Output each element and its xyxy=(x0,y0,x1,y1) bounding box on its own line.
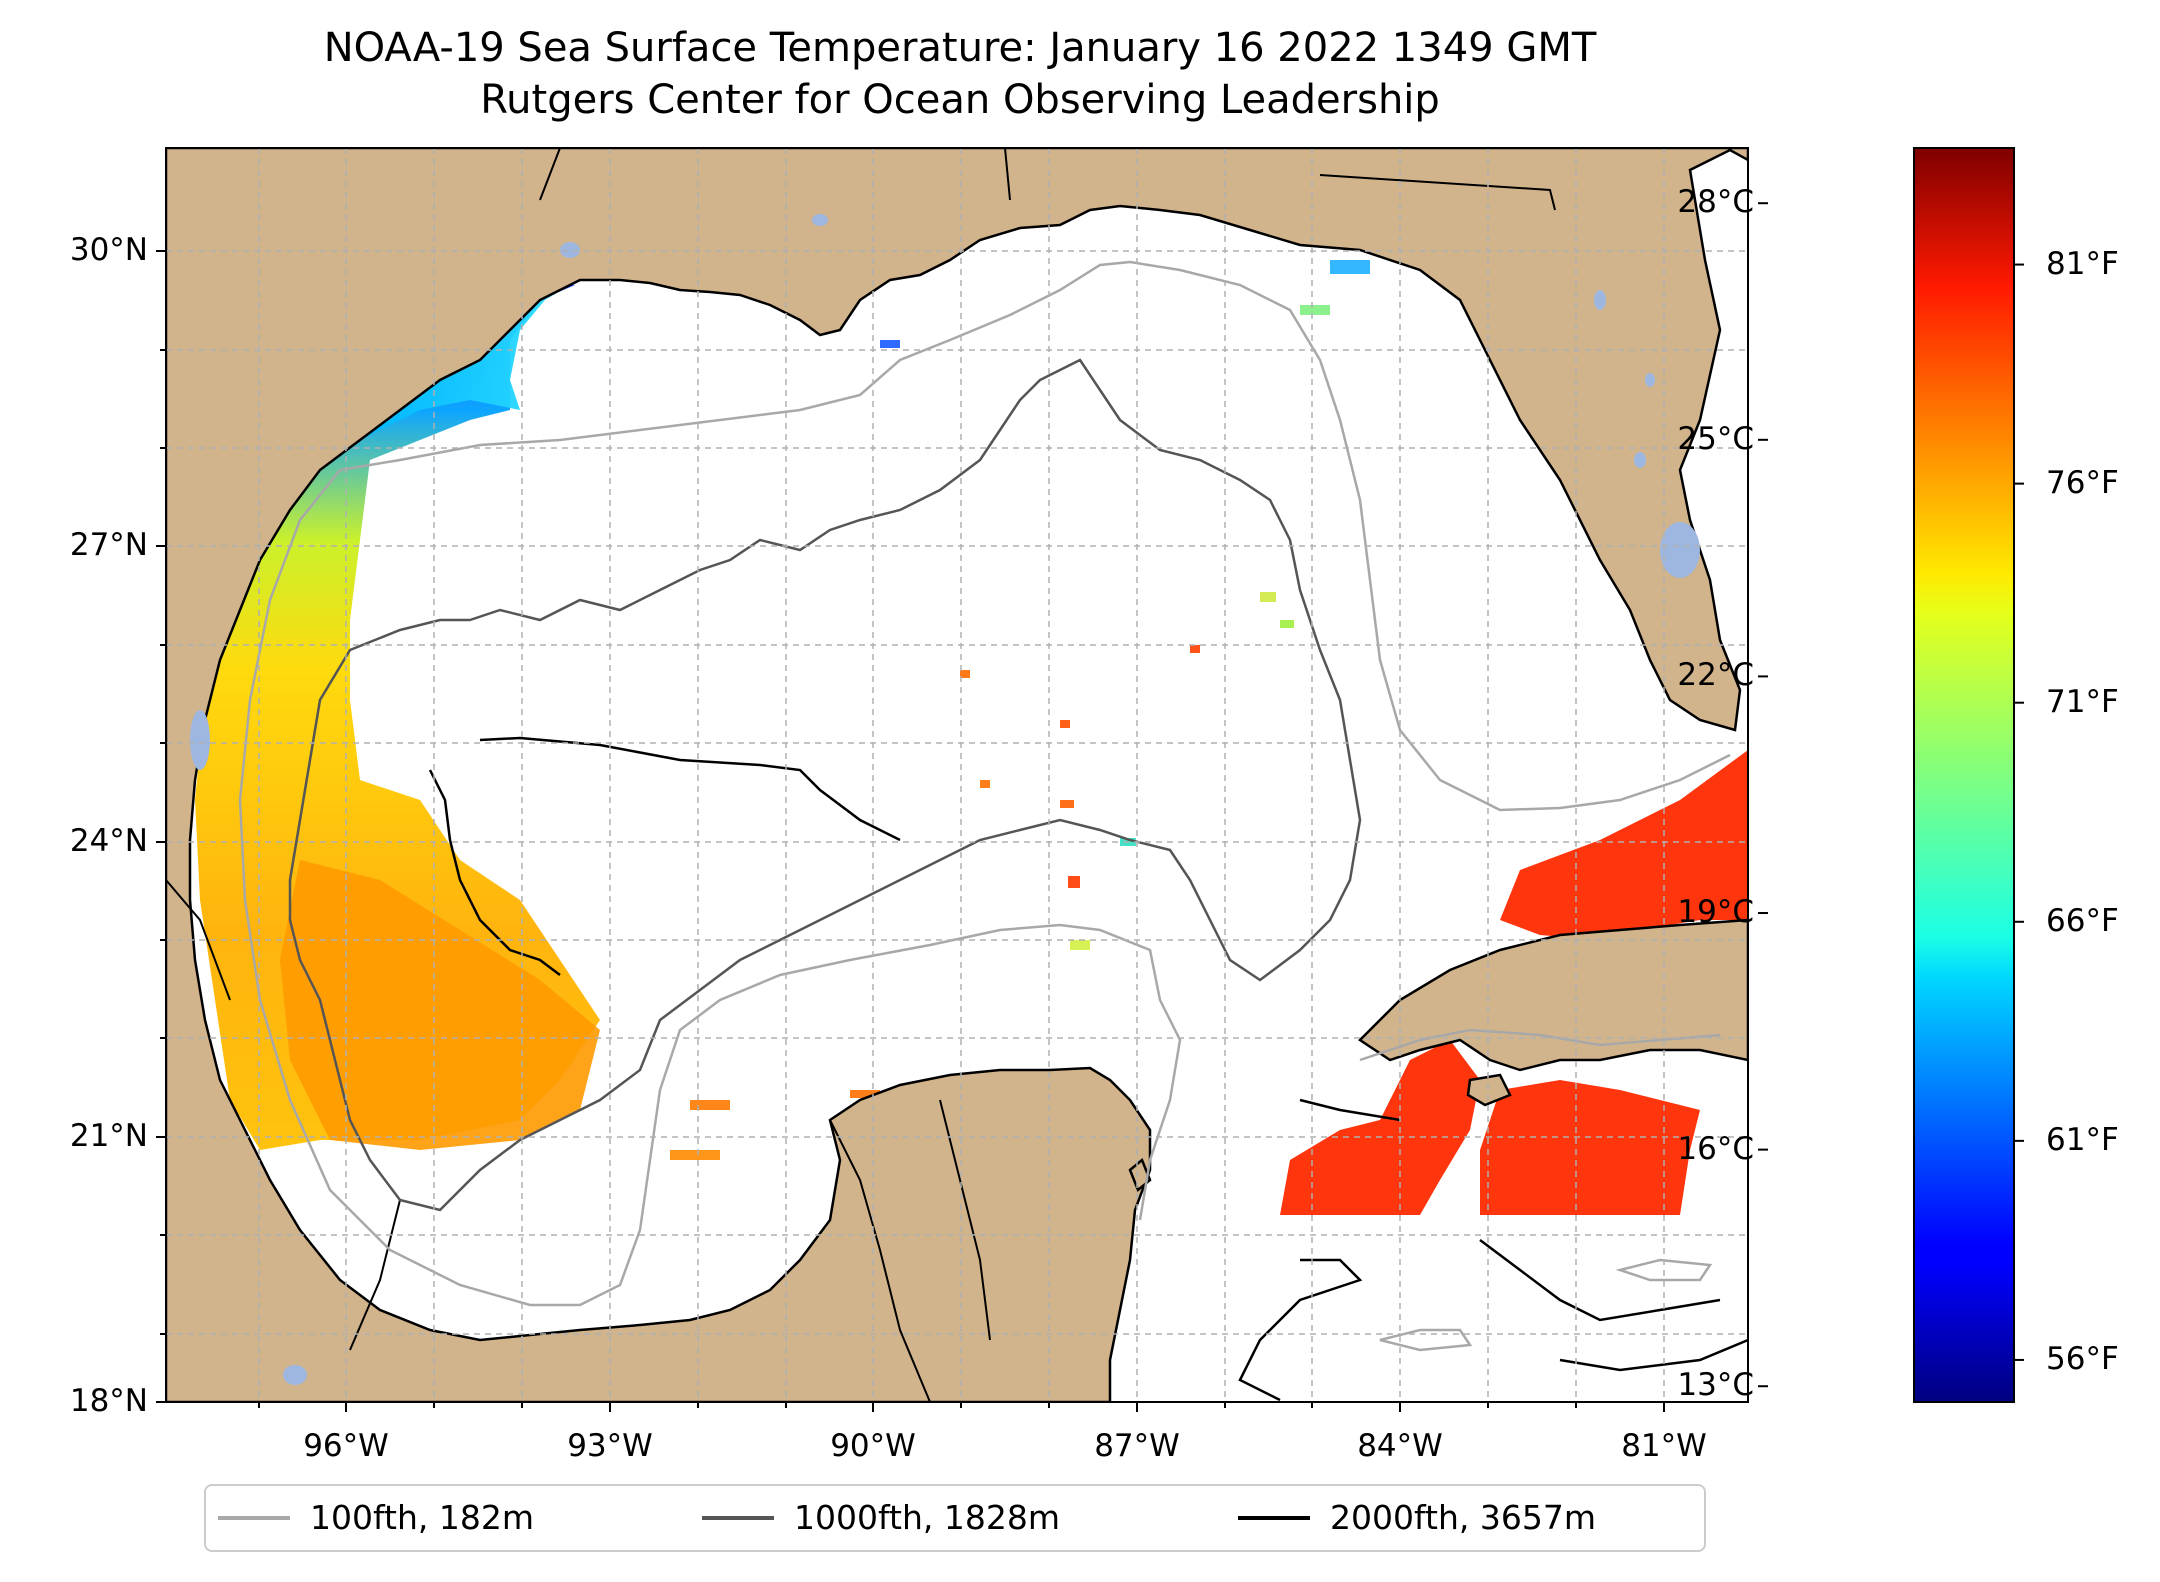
contour-100fth-gulf xyxy=(238,260,1731,1307)
cb-label-c-2: 22°C xyxy=(1677,657,1754,694)
title-line-1: NOAA-19 Sea Surface Temperature: January… xyxy=(323,25,1597,71)
legend-line-100fth xyxy=(218,1516,290,1520)
cb-label-c-1: 25°C xyxy=(1677,420,1754,457)
sst-caribbean-red-west xyxy=(1280,1040,1480,1215)
legend-line-2000fth xyxy=(1238,1516,1310,1520)
cb-label-f-2: 71°F xyxy=(2046,683,2119,720)
lon-label-90w: 90°W xyxy=(830,1428,916,1464)
colorbar-f-ticks xyxy=(2014,263,2024,1361)
sst-orange-patch xyxy=(280,860,600,1150)
cb-label-c-5: 13°C xyxy=(1677,1367,1754,1404)
colorbar-gradient xyxy=(1913,147,2015,1403)
colorbar-c-ticks xyxy=(1758,202,1768,1388)
chart-title: NOAA-19 Sea Surface Temperature: January… xyxy=(0,22,1920,126)
cb-label-f-3: 66°F xyxy=(2046,902,2119,939)
land-isle-of-youth xyxy=(1466,1073,1512,1107)
lat-label-21n: 21°N xyxy=(69,1118,148,1154)
sst-straits-red xyxy=(1500,750,1748,940)
map-frame xyxy=(165,147,1749,1403)
lakes xyxy=(190,214,1700,1385)
legend: 100fth, 182m 1000fth, 1828m 2000fth, 365… xyxy=(204,1484,1706,1552)
lon-label-87w: 87°W xyxy=(1094,1428,1180,1464)
title-line-2: Rutgers Center for Ocean Observing Leade… xyxy=(480,77,1440,123)
lon-label-93w: 93°W xyxy=(567,1428,653,1464)
lat-label-24n: 24°N xyxy=(69,823,148,859)
cb-label-c-0: 28°C xyxy=(1677,184,1754,221)
lat-ticks xyxy=(156,250,166,1403)
contour-2000fth xyxy=(428,736,1748,1402)
cb-label-c-4: 16°C xyxy=(1677,1130,1754,1167)
lon-label-96w: 96°W xyxy=(303,1428,389,1464)
cb-label-f-0: 81°F xyxy=(2046,245,2119,282)
cb-label-f-4: 61°F xyxy=(2046,1121,2119,1158)
land-north-america xyxy=(166,148,1748,1402)
cb-label-f-1: 76°F xyxy=(2046,464,2119,501)
legend-label-100fth: 100fth, 182m xyxy=(310,1498,534,1537)
sst-caribbean-red-east xyxy=(1480,1080,1700,1215)
cb-label-f-5: 56°F xyxy=(2046,1340,2119,1377)
contour-1000fth xyxy=(288,358,1362,1212)
legend-label-2000fth: 2000fth, 3657m xyxy=(1330,1498,1596,1537)
lat-label-18n: 18°N xyxy=(69,1383,148,1419)
cb-label-c-3: 19°C xyxy=(1677,894,1754,931)
lat-label-27n: 27°N xyxy=(69,527,148,563)
lon-ticks xyxy=(258,1402,1665,1412)
legend-label-1000fth: 1000fth, 1828m xyxy=(794,1498,1060,1537)
lon-label-81w: 81°W xyxy=(1621,1428,1707,1464)
graticule xyxy=(166,148,1748,1402)
lat-label-30n: 30°N xyxy=(69,232,148,268)
borders xyxy=(166,148,1556,1402)
contour-100fth-caribbean xyxy=(1359,1028,1721,1352)
legend-line-1000fth xyxy=(702,1516,774,1520)
lon-label-84w: 84°W xyxy=(1357,1428,1443,1464)
